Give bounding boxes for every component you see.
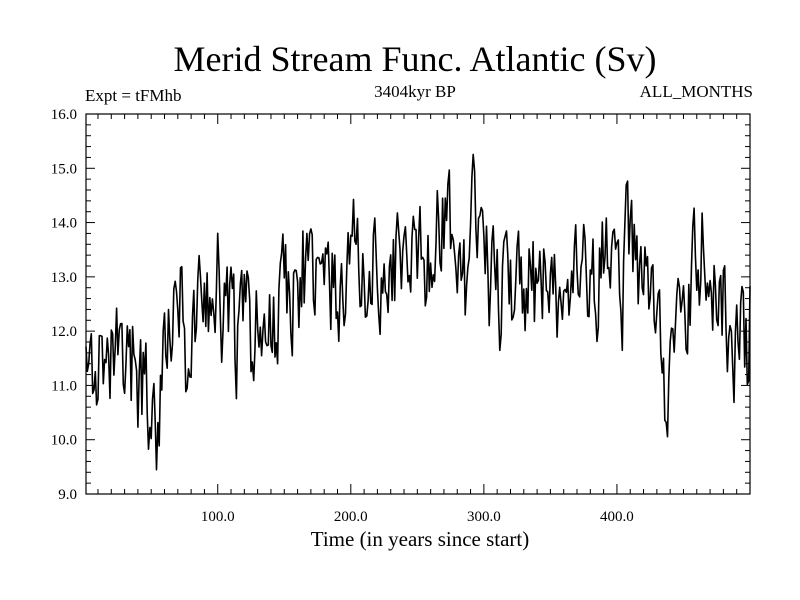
epoch-label: 3404kyr BP [374,82,456,101]
x-tick-label: 300.0 [467,509,501,525]
x-tick-label: 400.0 [600,509,634,525]
y-tick-label: 10.0 [51,433,77,449]
y-tick-label: 14.0 [51,216,77,232]
experiment-label: Expt = tFMhb [85,86,182,105]
x-tick-label: 200.0 [334,509,368,525]
chart-title: Merid Stream Func. Atlantic (Sv) [173,39,657,79]
tick-labels: 9.0 10.0 11.0 12.0 13.0 14.0 15.0 16.0 100.0 200.… [51,107,634,525]
x-tick-label: 100.0 [201,509,235,525]
y-tick-label: 9.0 [58,487,77,503]
y-tick-label: 15.0 [51,161,77,177]
months-label: ALL_MONTHS [639,82,753,101]
y-tick-label: 13.0 [51,270,77,286]
x-axis-label: Time (in years since start) [310,527,530,551]
series-line [85,153,751,471]
axis-ticks [86,113,751,495]
y-tick-label: 12.0 [51,324,77,340]
y-tick-label: 11.0 [51,378,77,394]
plot-frame [85,113,751,495]
y-tick-label: 16.0 [51,107,77,123]
